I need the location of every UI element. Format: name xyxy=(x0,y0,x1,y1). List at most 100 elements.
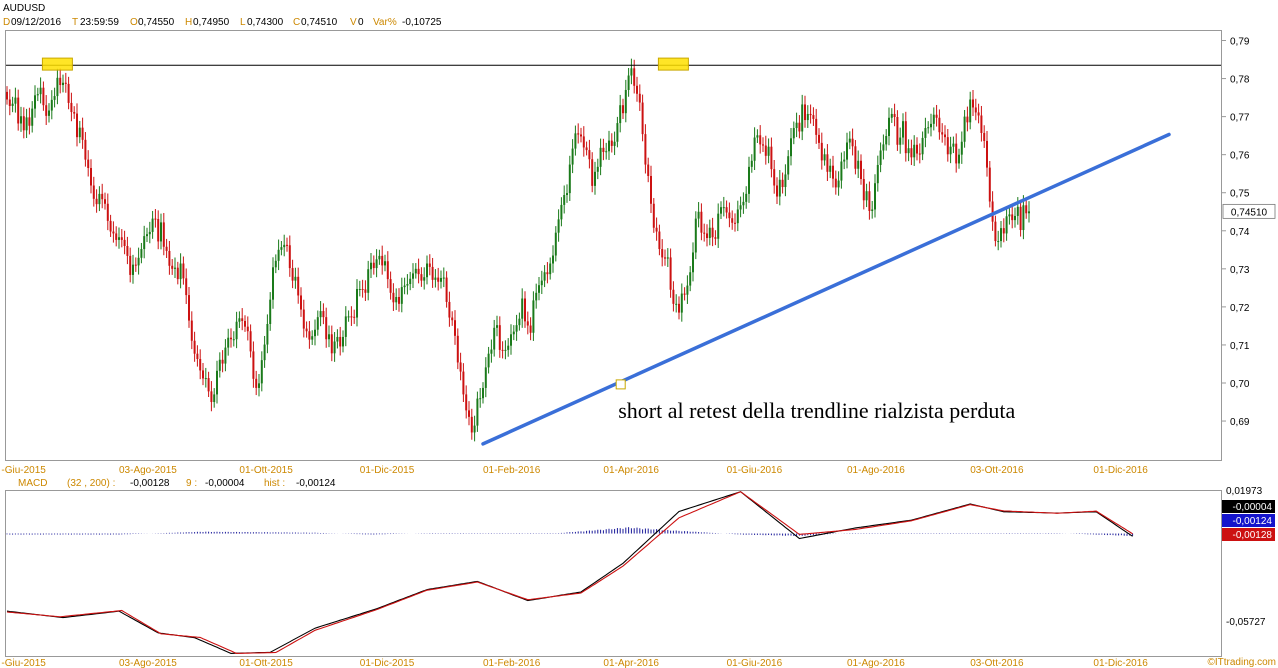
candle-body xyxy=(246,326,249,332)
candle-body xyxy=(496,325,498,328)
annotation-anchor xyxy=(615,379,626,390)
candle-body xyxy=(734,222,736,224)
candle-body xyxy=(641,102,644,135)
candle-body xyxy=(437,277,440,282)
candle-body xyxy=(48,110,50,116)
candle-body xyxy=(258,383,260,388)
candle-body xyxy=(848,138,851,143)
candle-body xyxy=(904,121,907,154)
candle-body xyxy=(28,117,31,126)
candle-body xyxy=(955,143,958,164)
candle-body xyxy=(67,83,70,103)
candle-body xyxy=(143,236,146,250)
candle-body xyxy=(826,154,829,172)
macd-y-top: 0,01973 xyxy=(1226,486,1263,497)
low-key: L xyxy=(240,17,246,28)
candle-body xyxy=(1011,214,1014,221)
candle-body xyxy=(115,233,118,240)
candle-body xyxy=(367,269,370,293)
candle-body xyxy=(823,154,826,161)
candle-body xyxy=(20,116,22,124)
candle-body xyxy=(876,164,879,184)
candle-body xyxy=(249,331,252,352)
hist-value: -0,00124 xyxy=(296,478,336,489)
candle-body xyxy=(750,160,753,167)
candle-body xyxy=(185,278,188,296)
candle-body xyxy=(171,265,174,269)
candle-body xyxy=(434,277,437,280)
candle-body xyxy=(76,113,78,138)
macd-value-box xyxy=(1222,500,1275,513)
candle-body xyxy=(232,339,235,341)
candle-body xyxy=(571,148,574,165)
candle-body xyxy=(468,410,470,417)
candle-body xyxy=(857,160,860,169)
candle-body xyxy=(316,317,319,330)
candle-body xyxy=(526,321,529,326)
open-key: O xyxy=(130,17,138,28)
price-y-tick-label: 0,69 xyxy=(1230,417,1250,428)
candle-body xyxy=(330,334,333,354)
candle-body xyxy=(843,159,846,162)
price-x-label: 01-Ago-2016 xyxy=(847,465,905,476)
candle-body xyxy=(409,278,412,285)
candle-body xyxy=(420,274,423,281)
candle-body xyxy=(207,378,210,392)
candle-body xyxy=(269,299,272,325)
candle-body xyxy=(792,128,795,139)
candle-body xyxy=(235,321,238,340)
candle-body xyxy=(918,153,921,155)
candle-body xyxy=(899,137,902,145)
candle-body xyxy=(319,311,322,318)
candle-body xyxy=(339,336,342,347)
last-price-label: 0,74510 xyxy=(1231,207,1268,218)
source-credit: ©ITtrading.com xyxy=(1207,657,1276,668)
candle-body xyxy=(960,141,963,155)
candle-body xyxy=(179,263,182,280)
candle-body xyxy=(146,234,148,237)
candle-body xyxy=(428,263,431,267)
candle-body xyxy=(473,425,476,433)
candle-body xyxy=(140,249,143,258)
candle-body xyxy=(773,169,776,186)
candle-body xyxy=(1005,216,1008,234)
candle-body xyxy=(423,277,426,281)
candle-body xyxy=(459,362,462,372)
low-value: 0,74300 xyxy=(247,17,284,28)
candle-body xyxy=(81,127,84,140)
candle-body xyxy=(311,336,314,340)
candle-body xyxy=(854,146,857,169)
candle-body xyxy=(1002,228,1005,234)
candle-body xyxy=(462,371,465,395)
candle-body xyxy=(700,211,703,233)
candle-body xyxy=(540,280,543,286)
candle-body xyxy=(605,151,608,153)
candle-body xyxy=(896,117,899,145)
candle-body xyxy=(372,262,375,269)
macd-y-bottom: -0,05727 xyxy=(1226,617,1266,628)
candle-body xyxy=(1000,228,1002,242)
macd-x-label: 01-Feb-2016 xyxy=(483,658,541,668)
candle-body xyxy=(336,336,339,342)
candle-body xyxy=(524,298,526,322)
candle-body xyxy=(375,259,378,269)
candle-body xyxy=(353,316,356,318)
candle-body xyxy=(669,257,672,290)
candle-body xyxy=(1022,205,1025,231)
candle-body xyxy=(986,140,988,168)
candle-body xyxy=(182,263,185,279)
last-price-marker: 0,74510 xyxy=(1222,203,1276,219)
candle-body xyxy=(935,114,938,118)
candle-body xyxy=(465,394,468,411)
candle-body xyxy=(193,340,196,354)
candle-body xyxy=(608,140,610,152)
candle-body xyxy=(274,260,277,268)
candle-body xyxy=(154,218,157,220)
candle-body xyxy=(493,327,496,350)
candle-body xyxy=(118,237,120,240)
macd-value: -0,00128 xyxy=(130,478,170,489)
price-x-label: 01-Giu-2016 xyxy=(727,465,783,476)
candle-body xyxy=(1016,206,1019,216)
candle-body xyxy=(720,207,722,214)
